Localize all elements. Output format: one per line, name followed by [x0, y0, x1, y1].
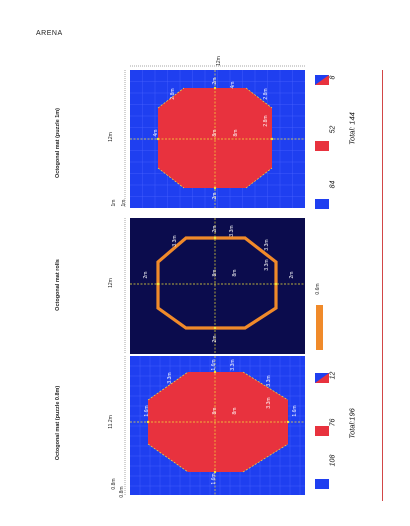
- panel-3-side-dim: 11.2m: [108, 415, 114, 429]
- panel-3-count-red: 76: [329, 418, 337, 427]
- panel-2-label-center-b: 8m: [232, 269, 238, 277]
- panel-3-small-dim-a: 0.8m: [111, 478, 117, 490]
- legend-swatches: [315, 75, 329, 489]
- panel-2-label-left: 2m: [143, 271, 149, 279]
- panel-3-label-left: 1.6m: [144, 405, 150, 417]
- panel-1-label-diag-tr: 2.8m: [263, 88, 269, 100]
- panel-1-label-diag-bl: 2.8m: [263, 115, 269, 127]
- panel-3-total: Total:196: [347, 408, 357, 439]
- panel-1-label-center-b: 8m: [233, 129, 239, 137]
- panel-1-red-swatch: [315, 141, 329, 151]
- panel-3-label-diag-br: 3.3m: [266, 397, 272, 409]
- panel-3-label-diag-tr: 3.3m: [230, 359, 236, 371]
- panel-1-label-bottom: 2m: [212, 192, 218, 200]
- panel-1-label-center-a: 8m: [212, 129, 218, 137]
- page-title: ARENA: [36, 30, 63, 37]
- panel-3-red-swatch: [315, 426, 329, 436]
- panel-3-count-split: 12: [329, 371, 337, 380]
- panel-1-count-red: 52: [329, 125, 337, 134]
- panel-3-title: Octogonal mat (puzzle 0.8m): [55, 385, 61, 461]
- panel-2-title: Octogonal mat rolls: [55, 259, 61, 311]
- panel-1-blue-swatch: [315, 199, 329, 209]
- panel-2-label-center-a: 8m: [212, 269, 218, 277]
- panel-2-roll-swatch: [316, 305, 323, 350]
- panel-3-small-dim-b: 0.8m: [119, 486, 125, 498]
- panel-3-label-diag-tl: 3.3m: [167, 372, 173, 384]
- panel-2-roll-width: 0.6m: [315, 283, 321, 295]
- panel-3-mat: [124, 356, 305, 495]
- panel-3-label-center-a: 8m: [212, 407, 218, 415]
- divider-line: [382, 70, 383, 501]
- panel-3-label-center-b: 8m: [232, 407, 238, 415]
- panel-2-label-diag-bl: 3.3m: [264, 239, 270, 251]
- panel-2-side-dim: 12m: [108, 278, 114, 288]
- panel-1-label-right: 4m: [230, 81, 236, 89]
- panel-3-label-diag-bl: 3.3m: [266, 375, 272, 387]
- panel-2-label-diag-tl: 3.3m: [172, 235, 178, 247]
- panel-1-label-top: 2m: [212, 77, 218, 85]
- panel-3-label-right: 1.6m: [292, 405, 298, 417]
- panel-1-total: Total: 144: [347, 112, 357, 145]
- panel-2-label-bottom: 2m: [212, 335, 218, 343]
- panel-1-label-diag-tl: 2.8m: [170, 88, 176, 100]
- panel-2-label-top: 2m: [212, 225, 218, 233]
- panel-2-label-diag-br: 3.3m: [264, 259, 270, 271]
- panel-1-count-blue: 84: [329, 180, 337, 189]
- panel-2-label-right: 2m: [289, 271, 295, 279]
- panel-3-count-blue: 108: [329, 454, 337, 467]
- panel-2-label-diag-tr: 3.3m: [229, 225, 235, 237]
- panel-1-label-left: 4m: [153, 129, 159, 137]
- panel-1-mat: [124, 65, 305, 208]
- panel-2-mat: [124, 218, 305, 354]
- panel-1-count-split: 8: [329, 75, 337, 80]
- panel-3-blue-swatch: [315, 479, 329, 489]
- panel-3-label-bottom: 1.6m: [211, 473, 217, 485]
- panel-3-label-top: 1.6m: [211, 359, 217, 371]
- panel-2-orange-octagon: [156, 236, 278, 330]
